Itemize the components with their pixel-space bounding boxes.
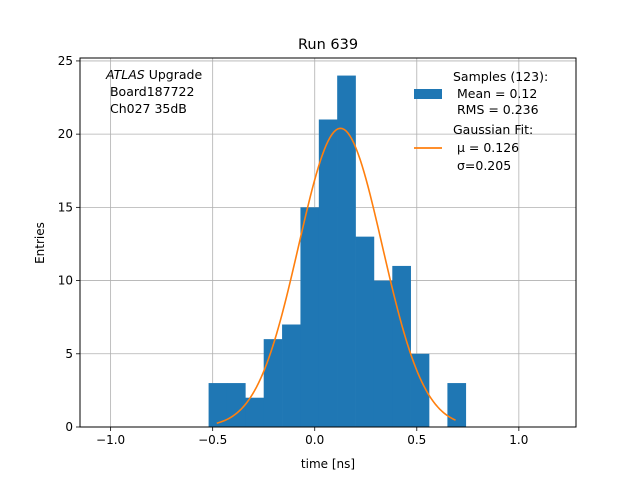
x-tick-label: 1.0	[509, 433, 528, 447]
x-tick-label: −1.0	[96, 433, 125, 447]
y-tick-label: 20	[58, 127, 73, 141]
histogram-bar	[300, 207, 320, 427]
histogram-bar	[282, 324, 301, 427]
histogram-bars	[208, 75, 467, 428]
y-tick-label: 5	[65, 347, 73, 361]
y-tick-label: 25	[58, 54, 73, 68]
legend-samples-line-3: RMS = 0.236	[453, 102, 539, 117]
axis-ticks: −1.0 −0.5 0.0 0.5 1.0 0 5 10 15 20 25	[58, 54, 529, 447]
chart-title: Run 639	[298, 37, 358, 53]
histogram-bar	[447, 383, 467, 427]
atlas-label: ATLAS	[105, 67, 145, 82]
y-tick-label: 15	[58, 200, 73, 214]
y-tick-label: 0	[65, 420, 73, 434]
histogram-bar	[263, 339, 283, 427]
x-axis-label: time [ns]	[301, 457, 355, 471]
fit-curve	[216, 127, 456, 424]
histogram-bar	[226, 383, 246, 427]
histogram-bar	[337, 75, 356, 428]
y-tick-label: 10	[58, 274, 73, 288]
histogram-bar	[355, 236, 375, 427]
histogram-bar	[318, 119, 338, 427]
histogram-bar	[410, 353, 430, 427]
x-tick-label: 0.0	[305, 433, 324, 447]
annotation-line-3: Ch027 35dB	[106, 101, 187, 116]
x-tick-label: 0.5	[407, 433, 426, 447]
histogram-bar	[208, 383, 228, 427]
legend-fit-line-3: σ=0.205	[453, 158, 511, 173]
y-axis-label: Entries	[33, 222, 47, 264]
legend-fit-line-1: Gaussian Fit:	[453, 122, 533, 137]
annotation-upgrade: Upgrade	[145, 67, 203, 82]
legend-samples-line-1: Samples (123):	[453, 69, 548, 84]
x-tick-label: −0.5	[198, 433, 227, 447]
histogram-bar	[245, 397, 265, 427]
histogram-bar	[373, 280, 393, 427]
annotation-line-2: Board187722	[106, 84, 194, 99]
plot-frame	[79, 57, 577, 428]
legend-fit-line-2: μ = 0.126	[453, 140, 519, 155]
legend-samples-line-2: Mean = 0.12	[453, 86, 537, 101]
legend: Samples (123): Mean = 0.12 RMS = 0.236 G…	[414, 69, 548, 173]
annotation-line-1: ATLAS Upgrade	[105, 67, 202, 82]
gaussian-fit	[216, 127, 456, 424]
legend-samples-swatch	[414, 89, 442, 99]
annotation-text: ATLAS Upgrade Board187722 Ch027 35dB	[105, 67, 202, 116]
